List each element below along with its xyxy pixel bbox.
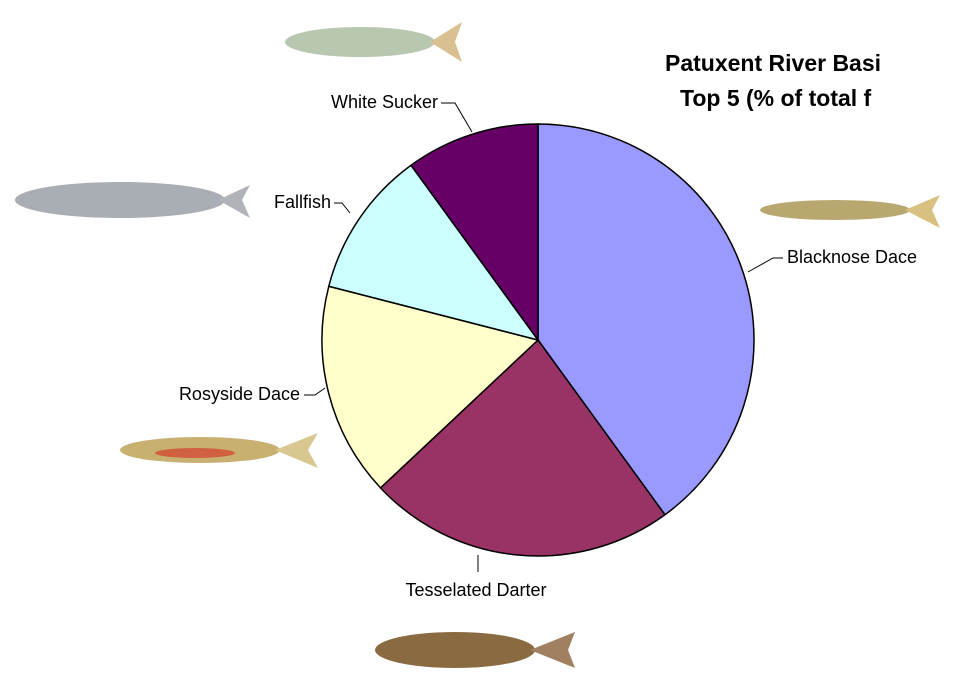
leader-line xyxy=(304,387,326,396)
pie-slice xyxy=(379,338,667,557)
fish-rosyside-dace xyxy=(120,433,318,468)
leader-line xyxy=(441,102,473,133)
chart-title-line: Top 5 (% of total f xyxy=(680,85,872,111)
fish-white-sucker xyxy=(285,22,462,62)
slice-label: Fallfish xyxy=(274,192,331,212)
slice-label: Blacknose Dace xyxy=(787,247,917,267)
slice-label: Rosyside Dace xyxy=(179,384,300,404)
pie-slice xyxy=(321,285,540,489)
leader-line xyxy=(334,202,351,214)
fish-illustrations xyxy=(15,22,940,668)
fish-tesselated-darter xyxy=(375,632,575,668)
pie-slice xyxy=(409,123,539,343)
pie-slice xyxy=(327,164,540,342)
slice-label: White Sucker xyxy=(331,92,438,112)
slice-label: Tesselated Darter xyxy=(405,580,546,600)
leader-line xyxy=(747,257,783,273)
pie-slice xyxy=(537,123,755,516)
chart-title-line: Patuxent River Basi xyxy=(665,50,881,76)
fish-fallfish xyxy=(15,182,250,218)
fish-blacknose-dace xyxy=(760,195,940,228)
